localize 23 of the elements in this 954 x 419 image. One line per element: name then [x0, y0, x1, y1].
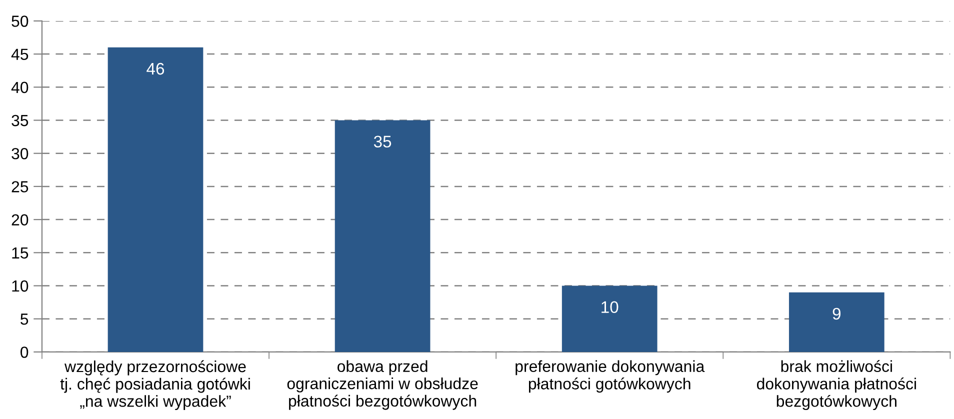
x-tick-label: brak możliwości dokonywania płatności bezgotówkowych: [756, 360, 916, 410]
y-tick-label: 35: [12, 114, 28, 126]
y-tick-label: 45: [11, 48, 28, 60]
y-tick-label: 40: [11, 82, 28, 94]
x-tick-label: obawa przed ograniczeniami w obsłudze płatności bezgotówkowych: [287, 360, 478, 410]
x-tick-label: względy przezornościowe tj. chęć posiadania gotówki „na wszelki wypadek”: [60, 360, 250, 410]
y-tick-label: 5: [20, 314, 28, 325]
bar: [108, 47, 204, 352]
y-tick-label: 30: [12, 148, 28, 160]
bar: [334, 120, 430, 352]
data-label: 35: [374, 136, 392, 148]
x-tick-label: preferowanie dokonywania płatności gotówkowych: [516, 360, 705, 393]
data-label: 9: [832, 308, 841, 320]
data-label: 10: [602, 301, 618, 314]
bar: [788, 292, 884, 352]
y-tick-label: 25: [12, 181, 28, 192]
y-tick-label: 10: [12, 280, 28, 292]
y-tick-label: 20: [12, 214, 28, 226]
y-tick-label: 15: [12, 247, 28, 259]
y-tick-label: 0: [20, 346, 28, 358]
data-label: 46: [146, 62, 164, 75]
bar: [562, 286, 658, 352]
y-tick-label: 50: [12, 16, 28, 27]
